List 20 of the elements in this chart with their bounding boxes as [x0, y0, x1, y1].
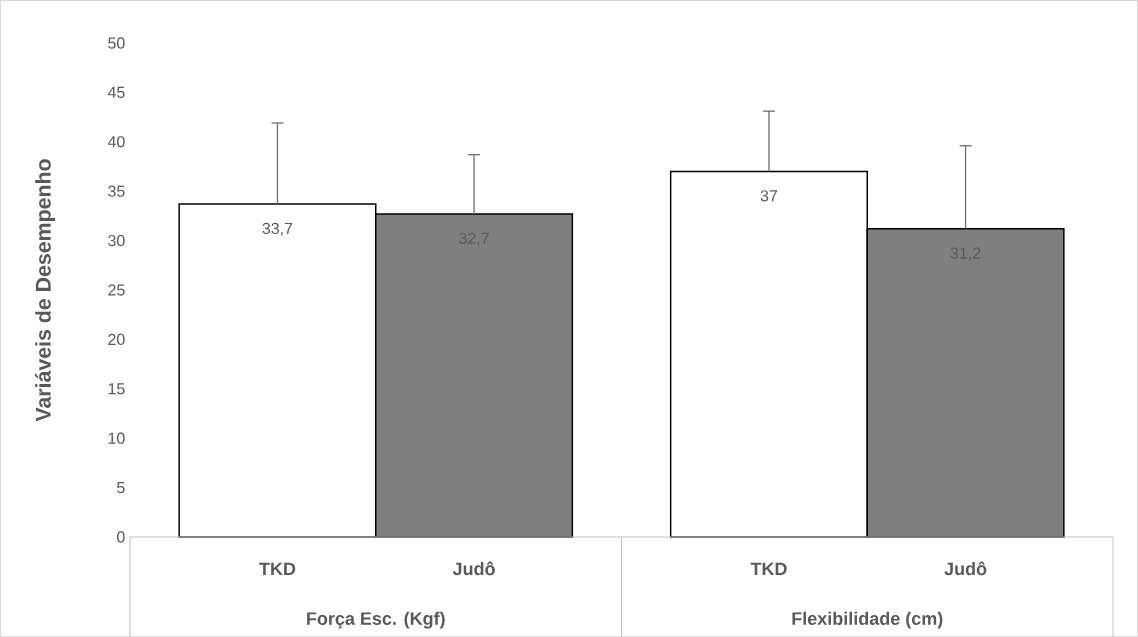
y-tick-label: 45 [107, 86, 125, 98]
text: TKD [750, 562, 787, 576]
y-tick-label: 40 [107, 136, 125, 148]
y-axis-title: Variáveis de Desempenho [34, 159, 56, 422]
y-tick-label: 50 [108, 37, 125, 49]
data-label: 33,7 [262, 222, 293, 236]
y-tick-label: 20 [108, 333, 125, 346]
text: Judô [944, 561, 987, 576]
series-label: Judô [452, 561, 495, 576]
series-label: TKD [259, 562, 296, 576]
y-tick-label: 10 [108, 432, 125, 444]
y-tick-label: 35 [108, 185, 125, 197]
x-tick-label: Flexibilidade (cm) [792, 611, 943, 629]
y-tick-label: 5 [117, 482, 125, 494]
y-tick-label: 15 [108, 383, 125, 395]
x-tick-label: Força Esc. (Kgf) [307, 611, 445, 629]
y-tick-label: 0 [117, 531, 125, 543]
y-tick-label: 30 [108, 234, 125, 247]
data-label: 37 [760, 190, 778, 202]
y-tick-label: 25 [108, 284, 125, 296]
